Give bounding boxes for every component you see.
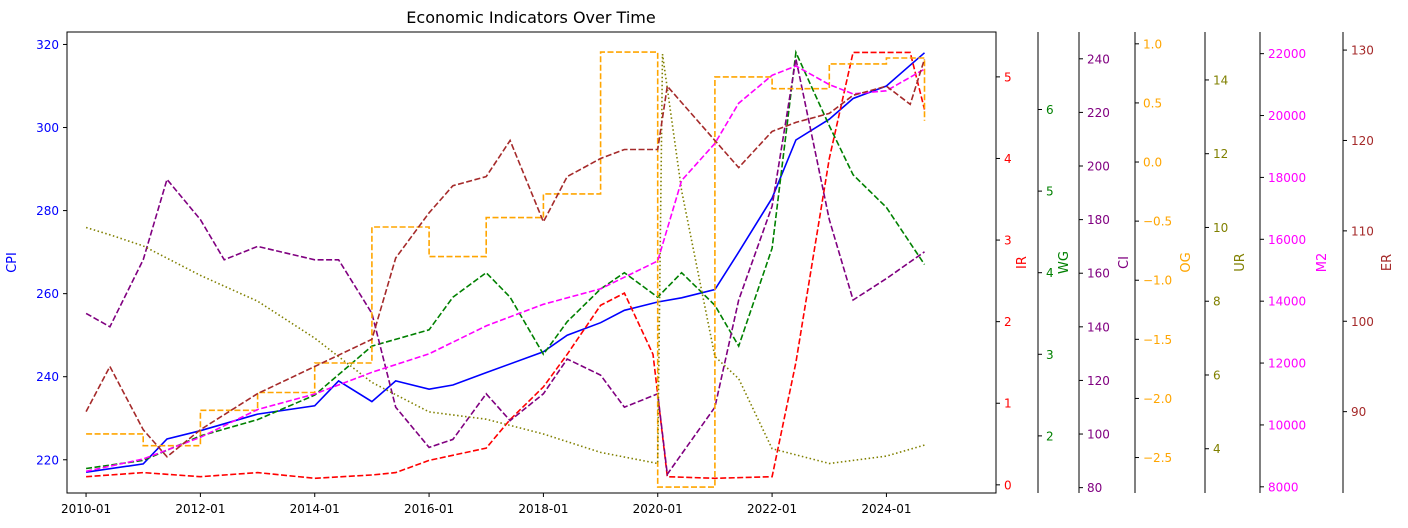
y-tick-label-m2: 18000 xyxy=(1268,171,1306,185)
y-tick-label-ci: 220 xyxy=(1087,106,1110,120)
y-tick-label-ur: 8 xyxy=(1213,295,1221,309)
y-tick-label-ci: 200 xyxy=(1087,160,1110,174)
y-tick-label-cpi: 220 xyxy=(36,453,59,467)
axis-label-er: ER xyxy=(1380,254,1395,271)
y-tick-label-ur: 4 xyxy=(1213,442,1221,456)
y-tick-label-ur: 10 xyxy=(1213,221,1228,235)
y-tick-label-wg: 4 xyxy=(1046,266,1054,280)
x-tick-label: 2018-01 xyxy=(518,502,568,516)
y-tick-label-og: −2.0 xyxy=(1143,392,1172,406)
series-er-line xyxy=(85,58,926,458)
y-tick-label-er: 110 xyxy=(1351,224,1374,238)
y-tick-label-ir: 3 xyxy=(1004,234,1012,248)
y-tick-label-ir: 4 xyxy=(1004,152,1012,166)
y-tick-label-cpi: 280 xyxy=(36,204,59,218)
y-tick-label-ci: 100 xyxy=(1087,428,1110,442)
y-tick-label-ur: 12 xyxy=(1213,147,1228,161)
y-tick-label-m2: 20000 xyxy=(1268,109,1306,123)
y-tick-label-m2: 12000 xyxy=(1268,357,1306,371)
series-ci-line xyxy=(85,58,925,477)
y-tick-label-og: −0.5 xyxy=(1143,215,1172,229)
y-tick-label-ci: 240 xyxy=(1087,52,1110,66)
y-tick-label-m2: 22000 xyxy=(1268,47,1306,61)
y-tick-label-og: −1.0 xyxy=(1143,274,1172,288)
y-tick-label-m2: 16000 xyxy=(1268,233,1306,247)
y-tick-label-cpi: 300 xyxy=(36,121,59,135)
y-tick-label-ci: 120 xyxy=(1087,374,1110,388)
y-tick-label-ir: 1 xyxy=(1004,397,1012,411)
axis-label-ci: CI xyxy=(1117,256,1132,269)
chart-title: Economic Indicators Over Time xyxy=(406,8,655,27)
y-tick-label-ur: 6 xyxy=(1213,368,1221,382)
axis-label-og: OG xyxy=(1179,252,1194,272)
y-tick-label-og: 1.0 xyxy=(1143,37,1162,51)
series-ur-line xyxy=(85,53,925,465)
series-m2-line xyxy=(85,65,925,473)
y-tick-label-cpi: 240 xyxy=(36,370,59,384)
y-tick-label-ci: 80 xyxy=(1087,481,1102,495)
series-wg-line xyxy=(85,49,926,470)
x-tick-label: 2014-01 xyxy=(290,502,340,516)
y-tick-label-er: 130 xyxy=(1351,44,1374,58)
y-tick-label-ci: 180 xyxy=(1087,213,1110,227)
x-tick-label: 2012-01 xyxy=(175,502,225,516)
y-tick-label-ci: 140 xyxy=(1087,320,1110,334)
y-tick-label-er: 120 xyxy=(1351,134,1374,148)
y-tick-label-wg: 6 xyxy=(1046,103,1054,117)
y-tick-label-wg: 2 xyxy=(1046,429,1054,443)
x-tick-label: 2010-01 xyxy=(61,502,111,516)
axes-layer: 2010-01 2012-01 2014-01 2016-01 2018-01 2020-… xyxy=(5,31,1395,516)
y-tick-label-cpi: 260 xyxy=(36,287,59,301)
y-tick-label-cpi: 320 xyxy=(36,38,59,52)
y-tick-label-er: 100 xyxy=(1351,315,1374,329)
plot-frame xyxy=(66,31,997,494)
axis-label-cpi: CPI xyxy=(5,252,20,273)
series-layer xyxy=(85,49,926,488)
y-tick-label-ir: 5 xyxy=(1004,70,1012,84)
y-tick-label-og: −2.5 xyxy=(1143,451,1172,465)
y-tick-label-m2: 8000 xyxy=(1268,480,1299,494)
y-tick-label-ir: 0 xyxy=(1004,478,1012,492)
y-tick-label-er: 90 xyxy=(1351,405,1366,419)
y-tick-label-og: 0.5 xyxy=(1143,96,1162,110)
x-tick-label: 2016-01 xyxy=(404,502,454,516)
y-tick-label-ur: 14 xyxy=(1213,73,1228,87)
y-tick-label-ci: 160 xyxy=(1087,267,1110,281)
x-tick-label: 2020-01 xyxy=(633,502,683,516)
axis-label-ur: UR xyxy=(1233,253,1248,272)
axis-label-ir: IR xyxy=(1015,256,1030,269)
y-tick-label-og: −1.5 xyxy=(1143,333,1172,347)
y-tick-label-m2: 10000 xyxy=(1268,418,1306,432)
y-tick-label-ir: 2 xyxy=(1004,315,1012,329)
series-ir-line xyxy=(86,51,926,480)
y-tick-label-wg: 3 xyxy=(1046,348,1054,362)
x-tick-label: 2024-01 xyxy=(861,502,911,516)
y-tick-label-m2: 14000 xyxy=(1268,295,1306,309)
y-tick-label-wg: 5 xyxy=(1046,185,1054,199)
axis-label-wg: WG xyxy=(1057,251,1072,274)
x-tick-label: 2022-01 xyxy=(747,502,797,516)
series-cpi-line xyxy=(85,52,926,473)
axis-label-m2: M2 xyxy=(1315,253,1330,273)
y-tick-label-og: 0.0 xyxy=(1143,156,1162,170)
